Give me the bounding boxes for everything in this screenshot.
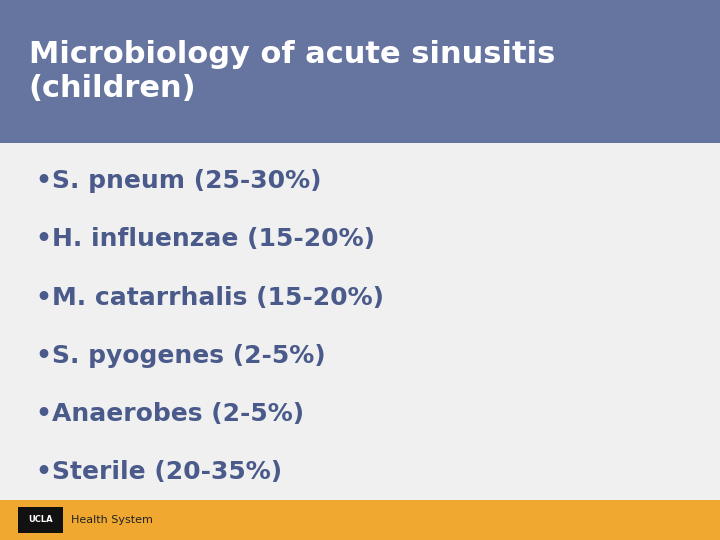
Text: •S. pyogenes (2-5%): •S. pyogenes (2-5%) bbox=[36, 344, 325, 368]
Bar bbox=[18, 507, 63, 532]
Text: •H. influenzae (15-20%): •H. influenzae (15-20%) bbox=[36, 227, 375, 251]
Text: •Anaerobes (2-5%): •Anaerobes (2-5%) bbox=[36, 402, 304, 426]
Text: Health System: Health System bbox=[71, 515, 153, 525]
Text: UCLA: UCLA bbox=[28, 515, 53, 524]
Bar bbox=[0, 143, 720, 500]
Bar bbox=[0, 500, 720, 540]
Text: •S. pneum (25-30%): •S. pneum (25-30%) bbox=[36, 169, 322, 193]
Text: Microbiology of acute sinusitis
(children): Microbiology of acute sinusitis (childre… bbox=[29, 40, 555, 103]
Bar bbox=[0, 0, 720, 143]
Text: •M. catarrhalis (15-20%): •M. catarrhalis (15-20%) bbox=[36, 286, 384, 309]
Text: •Sterile (20-35%): •Sterile (20-35%) bbox=[36, 461, 282, 484]
